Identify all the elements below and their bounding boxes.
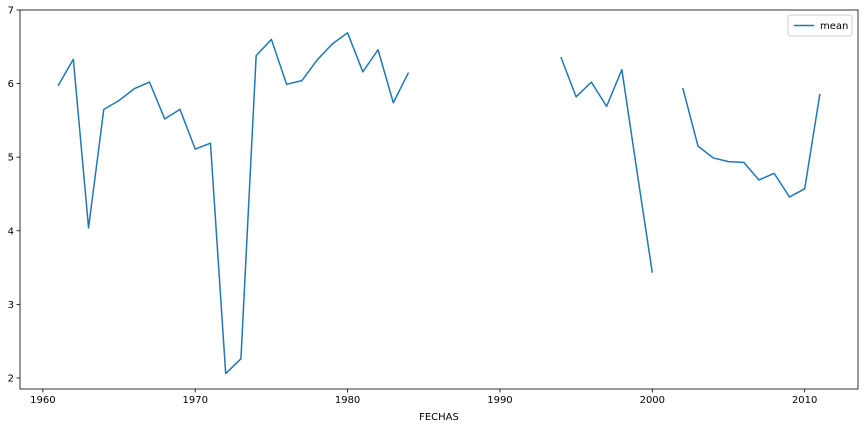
y-tick-label: 5 (8, 153, 14, 164)
x-tick-label: 1990 (487, 395, 512, 406)
series-line-mean (57, 32, 410, 375)
x-tick-label: 1960 (30, 395, 55, 406)
y-tick-label: 6 (8, 79, 14, 90)
x-tick-label: 1970 (182, 395, 207, 406)
x-axis: 1960 1970 1980 1990 2000 2010 (30, 389, 817, 406)
legend-box (787, 14, 853, 37)
axes-frame (19, 9, 859, 390)
y-tick-label: 4 (8, 226, 14, 237)
x-tick-label: 1980 (335, 395, 360, 406)
x-tick-label: 2010 (792, 395, 817, 406)
y-axis: 2 3 4 5 6 7 (8, 6, 20, 384)
x-tick-label: 2000 (640, 395, 665, 406)
legend-label-mean: mean (820, 21, 848, 32)
series-line-mean (682, 87, 821, 198)
legend: mean (787, 14, 853, 37)
y-tick-label: 3 (8, 300, 14, 311)
y-tick-label: 2 (8, 373, 14, 384)
x-axis-label: FECHAS (419, 412, 459, 423)
y-tick-label: 7 (8, 6, 14, 17)
plot-area (57, 32, 821, 375)
series-line-mean (560, 56, 654, 273)
